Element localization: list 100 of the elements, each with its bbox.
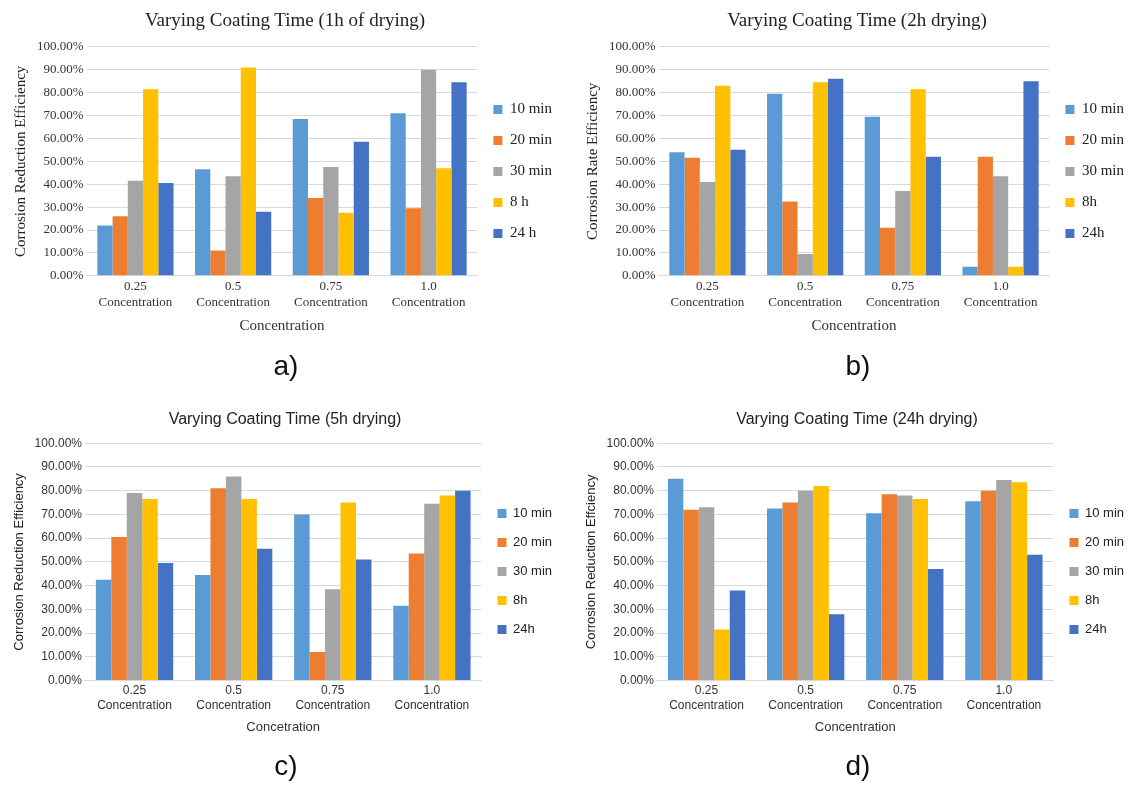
bar — [353, 141, 369, 276]
bar — [292, 118, 308, 276]
y-tick-label: 100.00% — [606, 435, 655, 450]
bar — [158, 183, 174, 276]
chart-title: Varying Coating Time (2h drying) — [727, 9, 987, 32]
y-tick-label: 50.00% — [613, 554, 655, 569]
bar — [910, 89, 926, 276]
y-tick-label: 30.00% — [613, 601, 655, 616]
chart-title: Varying Coating Time (24h drying) — [736, 410, 978, 428]
bar — [225, 476, 242, 681]
bar — [828, 614, 845, 681]
y-axis-title: Corrosion Rate Efficiency — [583, 82, 600, 240]
y-tick-label: 40.00% — [43, 175, 84, 191]
bar — [782, 502, 798, 681]
bar — [767, 508, 783, 681]
bar — [797, 490, 814, 681]
bar — [338, 212, 354, 276]
bar — [436, 168, 452, 276]
bar — [698, 507, 715, 681]
bar — [195, 574, 211, 681]
legend-label: 30 min — [509, 162, 553, 179]
bar — [714, 629, 730, 681]
legend-label: 24 h — [509, 224, 537, 241]
bar — [307, 197, 324, 276]
y-tick-label: 80.00% — [43, 84, 84, 100]
legend-label: 20 min — [512, 534, 553, 550]
bar — [97, 225, 113, 276]
text: b) — [844, 350, 872, 382]
bar — [996, 480, 1012, 681]
bar — [142, 498, 158, 681]
y-tick-label: 0.00% — [621, 267, 656, 283]
chart-title: Varying Coating Time (5h drying) — [168, 410, 402, 428]
bar — [126, 493, 143, 681]
bar — [256, 211, 272, 276]
bar — [355, 559, 372, 681]
legend-label: 10 min — [512, 505, 553, 521]
bar — [390, 113, 406, 276]
y-tick-label: 60.00% — [615, 129, 656, 145]
bar — [980, 490, 997, 681]
x-tick-label: 0.25 Concentration — [98, 278, 173, 309]
bar — [864, 116, 880, 276]
bar — [393, 605, 409, 681]
y-tick-label: 80.00% — [613, 482, 655, 497]
y-axis-title: Corrosion Reduction Effciency — [583, 474, 599, 650]
x-axis-title: Concentration — [814, 718, 896, 734]
y-tick-label: 30.00% — [41, 601, 83, 616]
bar — [962, 266, 978, 276]
y-axis-title: Corrosion Reduction Efficiency — [11, 65, 28, 257]
bar — [684, 157, 700, 276]
y-tick-label: 70.00% — [615, 106, 656, 122]
text: a) — [272, 350, 300, 382]
bar — [729, 590, 746, 681]
bar — [866, 513, 882, 681]
x-tick-label: 0.5 Concentration — [768, 683, 844, 712]
legend-label: 20 min — [1081, 131, 1125, 148]
bar — [992, 176, 1009, 276]
bar — [927, 569, 944, 681]
y-tick-label: 20.00% — [615, 221, 656, 237]
y-tick-label: 10.00% — [43, 244, 84, 260]
bar — [767, 93, 783, 276]
bar — [683, 509, 699, 681]
y-tick-label: 40.00% — [41, 577, 83, 592]
legend-label: 20 min — [509, 131, 553, 148]
bar — [879, 227, 896, 276]
bar — [210, 250, 226, 276]
bar — [1008, 266, 1024, 276]
x-axis-title: Concentration — [811, 316, 897, 333]
bar — [912, 498, 928, 681]
legend-label: 24h — [1081, 224, 1105, 241]
bar — [340, 502, 356, 681]
y-tick-label: 0.00% — [49, 267, 84, 283]
bar — [294, 514, 310, 681]
x-tick-label: 0.5 Concentration — [196, 683, 272, 712]
y-tick-label: 100.00% — [608, 38, 656, 54]
bar — [323, 167, 339, 276]
legend-label: 24h — [1084, 621, 1107, 637]
x-tick-label: 1.0 Concentration — [391, 278, 466, 309]
x-tick-label: 0.25 Concentration — [670, 278, 745, 309]
x-tick-label: 0.75 Concentration — [866, 278, 941, 309]
y-tick-label: 0.00% — [47, 672, 83, 687]
bar — [1023, 81, 1039, 276]
bar — [225, 176, 241, 276]
text: d) — [844, 750, 872, 782]
legend-label: 8h — [1084, 592, 1100, 608]
bar — [813, 485, 829, 681]
bar — [451, 82, 467, 276]
bar — [309, 652, 326, 681]
y-tick-label: 60.00% — [41, 530, 83, 545]
y-tick-label: 30.00% — [43, 198, 84, 214]
x-tick-label: 1.0 Concentration — [966, 683, 1042, 712]
y-tick-label: 20.00% — [43, 221, 84, 237]
y-tick-label: 50.00% — [615, 152, 656, 168]
bar — [325, 589, 341, 681]
x-tick-label: 0.75 Concentration — [867, 683, 943, 712]
bar — [405, 208, 421, 276]
y-tick-label: 40.00% — [615, 175, 656, 191]
x-tick-label: 1.0 Concentration — [963, 278, 1038, 309]
bar — [797, 254, 813, 276]
x-tick-label: 0.75 Concentration — [294, 278, 369, 309]
y-tick-label: 90.00% — [615, 61, 656, 77]
